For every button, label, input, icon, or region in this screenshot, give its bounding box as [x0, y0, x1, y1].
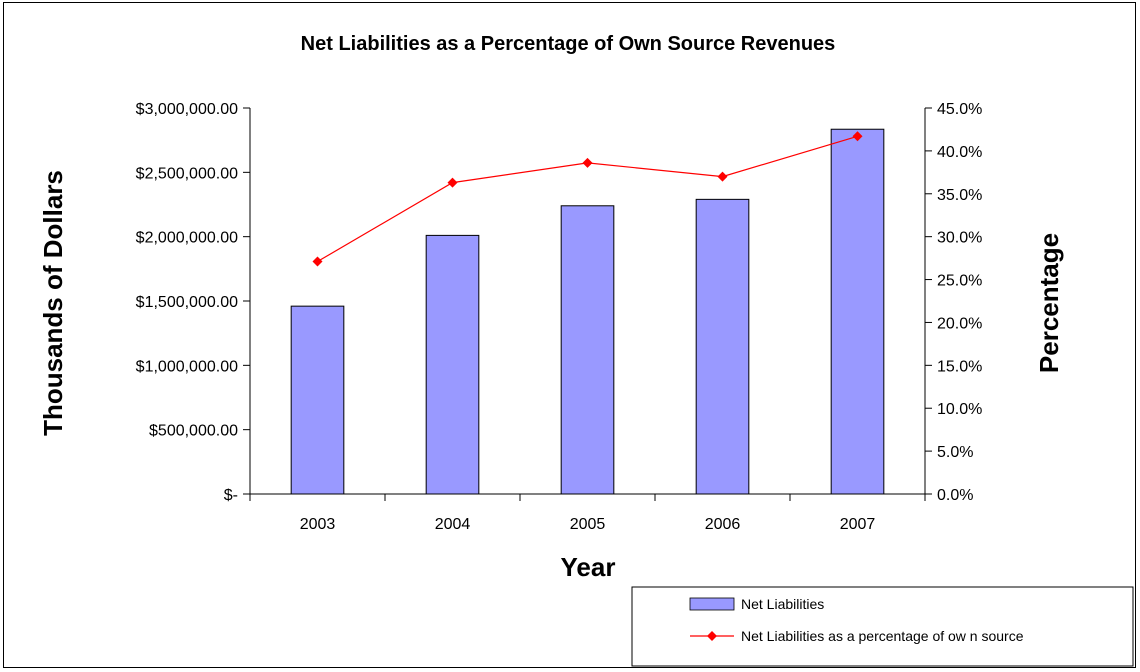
y-tick-label: $1,500,000.00 [136, 294, 238, 311]
bar-2007 [830, 128, 885, 495]
y2-tick-label: 5.0% [937, 444, 973, 461]
y2-tick-label: 35.0% [937, 187, 982, 204]
point-2007 [852, 131, 863, 142]
y-tick-label: $500,000.00 [149, 423, 238, 440]
x-tick-label: 2006 [705, 516, 741, 533]
x-tick-label: 2003 [300, 516, 336, 533]
legend-bar-swatch [689, 597, 735, 611]
bar-2006 [695, 198, 750, 495]
legend-line-label: Net Liabilities as a percentage of ow n … [741, 628, 1024, 644]
y2-tick-label: 40.0% [937, 144, 982, 161]
y-tick-label: $1,000,000.00 [136, 358, 238, 375]
point-2006 [717, 171, 728, 182]
y-axis-title: Thousands of Dollars [38, 170, 68, 436]
y2-tick-label: 25.0% [937, 273, 982, 290]
bar-2004 [425, 234, 480, 495]
y2-tick-label: 30.0% [937, 230, 982, 247]
chart-title: Net Liabilities as a Percentage of Own S… [301, 33, 836, 55]
x-tick-label: 2004 [435, 516, 471, 533]
bar-2003 [290, 305, 345, 495]
legend: Net Liabilities Net Liabilities as a per… [631, 586, 1134, 667]
y2-tick-label: 20.0% [937, 315, 982, 332]
y2-axis-title: Percentage [1034, 233, 1064, 373]
point-2004 [447, 177, 458, 188]
y-tick-label: $- [224, 487, 238, 504]
y2-tick-label: 0.0% [937, 487, 973, 504]
point-2005 [582, 157, 593, 168]
x-tick-label: 2007 [840, 516, 876, 533]
y-tick-label: $3,000,000.00 [136, 101, 238, 118]
y2-tick-label: 15.0% [937, 358, 982, 375]
legend-bar-label: Net Liabilities [741, 596, 824, 612]
legend-line-marker [707, 631, 717, 641]
bar-2005 [560, 205, 615, 495]
y-tick-label: $2,500,000.00 [136, 165, 238, 182]
y-tick-label: $2,000,000.00 [136, 230, 238, 247]
point-2003 [312, 256, 323, 267]
plot-area: $- $500,000.00 $1,000,000.00 $1,500,000.00 $… [136, 101, 983, 533]
y2-tick-label: 45.0% [937, 101, 982, 118]
x-tick-label: 2005 [570, 516, 606, 533]
x-axis-title: Year [561, 552, 616, 582]
y2-tick-label: 10.0% [937, 401, 982, 418]
